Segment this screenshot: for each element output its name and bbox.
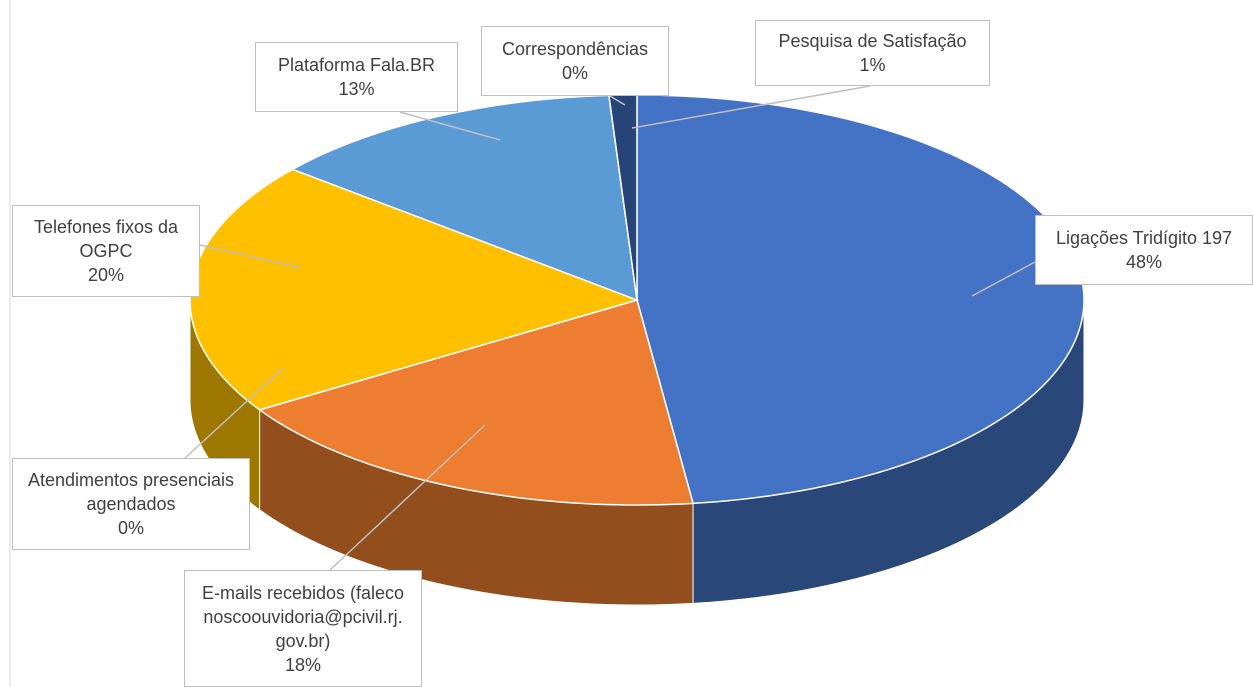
leader-line — [329, 424, 486, 571]
data-label: E-mails recebidos (faleconoscoouvidoria@… — [184, 570, 422, 687]
pie-tops — [189, 94, 1085, 506]
category-label: Correspondências — [501, 39, 649, 59]
data-label: Correspondências 0% — [481, 26, 669, 96]
category-label: Pesquisa de Satisfação — [778, 31, 967, 51]
leader-line — [971, 261, 1036, 297]
data-label: Atendimentos presenciais agendados 0% — [12, 458, 250, 550]
data-label: Telefones fixos da OGPC 20% — [12, 205, 200, 297]
data-label: Ligações Tridígito 197 48% — [1035, 215, 1253, 285]
value-label: 20% — [87, 265, 125, 285]
data-label: Plataforma Fala.BR 13% — [255, 42, 458, 112]
category-label: Atendimentos presenciais agendados — [27, 470, 235, 514]
category-label: Plataforma Fala.BR — [277, 55, 436, 75]
leader-line — [184, 367, 284, 459]
value-label: 18% — [284, 654, 322, 675]
value-label: 1% — [859, 55, 886, 75]
pie-slice — [290, 94, 638, 302]
category-label: Telefones fixos da OGPC — [33, 217, 179, 261]
pie-slice — [257, 299, 694, 506]
leader-line — [399, 111, 501, 141]
leader-line — [631, 85, 871, 129]
category-label: Ligações Tridígito 197 — [1055, 228, 1233, 248]
value-label: 0% — [117, 518, 144, 538]
pie-slice — [636, 94, 1085, 505]
value-label: 0% — [561, 63, 588, 83]
leader-line — [609, 95, 626, 106]
data-label: Pesquisa de Satisfação 1% — [755, 20, 990, 86]
leader-lines — [184, 85, 1036, 571]
value-label: 13% — [338, 79, 375, 99]
chart-border — [9, 0, 11, 687]
value-label: 48% — [1125, 252, 1163, 272]
leader-line — [199, 244, 303, 269]
category-label: E-mails recebidos (faleconoscoouvidoria@… — [201, 582, 405, 651]
